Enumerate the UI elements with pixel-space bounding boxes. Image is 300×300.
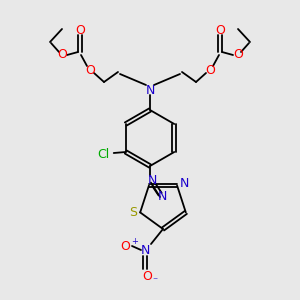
Text: S: S xyxy=(129,206,137,219)
Text: N: N xyxy=(147,175,157,188)
Text: ⁻: ⁻ xyxy=(152,276,158,286)
Text: O: O xyxy=(215,25,225,38)
Text: N: N xyxy=(179,177,189,190)
Text: O: O xyxy=(142,271,152,284)
Text: +: + xyxy=(132,236,138,245)
Text: O: O xyxy=(120,239,130,253)
Text: O: O xyxy=(205,64,215,76)
Text: O: O xyxy=(75,25,85,38)
Text: N: N xyxy=(145,83,155,97)
Text: N: N xyxy=(157,190,167,203)
Text: O: O xyxy=(57,49,67,62)
Text: N: N xyxy=(140,244,150,257)
Text: O: O xyxy=(85,64,95,76)
Text: Cl: Cl xyxy=(98,148,110,160)
Text: O: O xyxy=(233,49,243,62)
